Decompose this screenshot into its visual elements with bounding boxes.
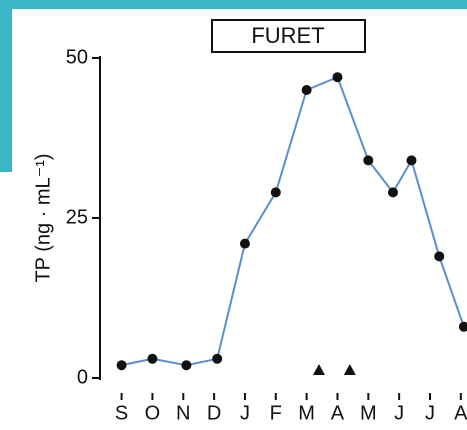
- point: [458, 321, 467, 332]
- point: [147, 353, 158, 364]
- y-tick-label: 0: [77, 366, 88, 388]
- point: [301, 85, 312, 95]
- y-axis-label: TP (ng · mL⁻¹): [32, 153, 54, 282]
- x-tick-label: D: [207, 402, 221, 424]
- point: [434, 251, 445, 262]
- x-tick-label: F: [270, 402, 282, 424]
- point: [387, 187, 398, 198]
- frame-left: [0, 0, 12, 172]
- x-tick-label: O: [145, 402, 161, 424]
- x-tick-label: A: [454, 402, 467, 424]
- marker: [312, 364, 325, 375]
- point: [332, 72, 343, 83]
- point: [270, 187, 281, 198]
- x-tick-label: J: [425, 402, 435, 424]
- y-tick-label: 50: [66, 46, 88, 68]
- point: [363, 155, 374, 166]
- x-tick-label: A: [331, 402, 345, 424]
- title-box: [211, 19, 366, 53]
- marker: [343, 364, 356, 375]
- x-tick-label: N: [176, 402, 190, 424]
- point: [239, 238, 250, 249]
- frame-top: [0, 0, 467, 9]
- line: [121, 75, 465, 367]
- x-tick-label: M: [360, 402, 377, 424]
- point: [212, 353, 223, 364]
- point: [406, 155, 417, 166]
- y-tick-label: 25: [66, 206, 88, 228]
- chart-title: FURET: [251, 23, 324, 48]
- x-tick-label: M: [298, 402, 315, 424]
- x-tick-label: J: [240, 402, 250, 424]
- point: [181, 360, 192, 371]
- point: [116, 360, 127, 371]
- x-tick-label: J: [394, 402, 404, 424]
- x-tick-label: S: [115, 402, 128, 424]
